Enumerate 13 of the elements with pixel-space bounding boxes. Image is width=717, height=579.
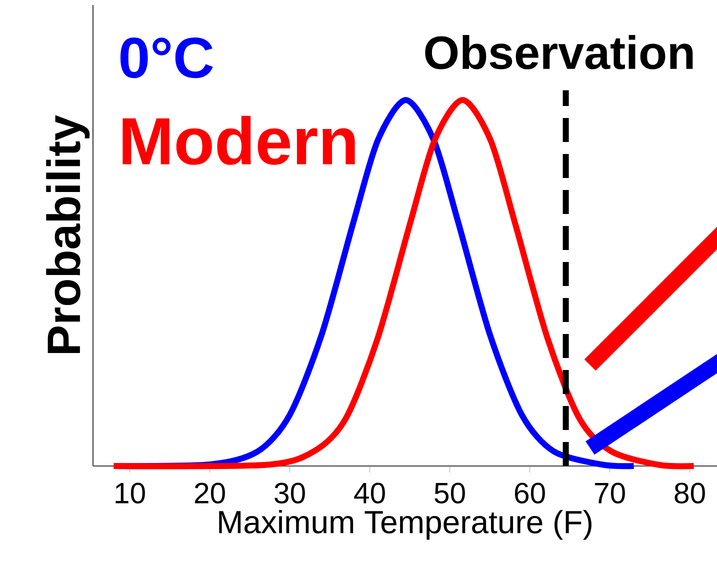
text: 0°C (120, 38, 213, 78)
x-axis-title: Maximum Temperature (F) (219, 510, 592, 540)
x-tick-label: 60 (514, 482, 545, 504)
ref-line-label: Observation (425, 35, 693, 70)
x-tick-label: 50 (434, 482, 465, 504)
series-label: Modern (122, 116, 355, 165)
x-tick-label: 30 (274, 482, 305, 504)
x-tick-label: 40 (354, 482, 385, 504)
x-tick-label: 10 (116, 482, 145, 504)
x-tick-label: 70 (594, 482, 625, 504)
x-tick-label: 20 (194, 482, 225, 504)
x-tick-label: 80 (674, 482, 705, 504)
y-axis-title: Probability (46, 115, 90, 353)
